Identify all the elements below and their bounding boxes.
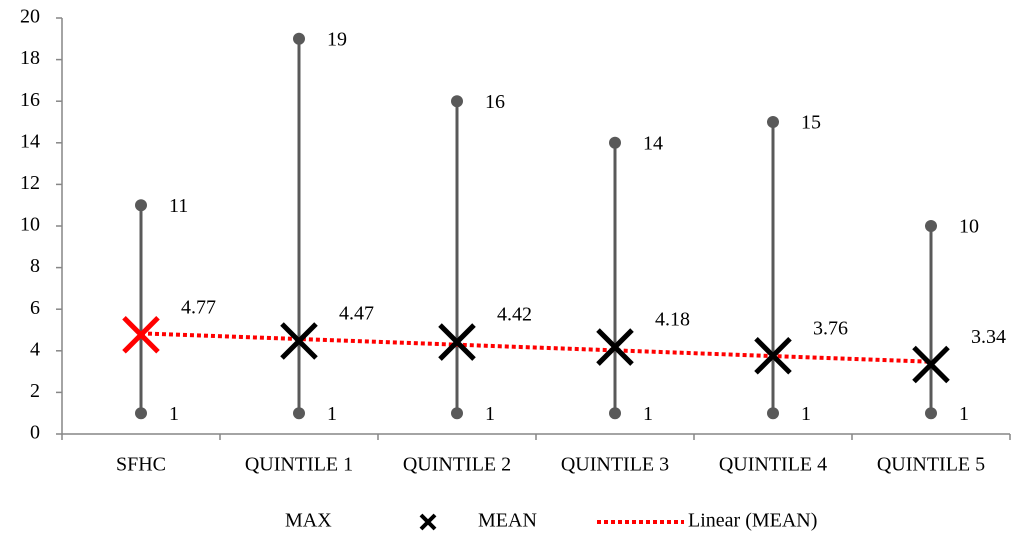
x-tick-label: QUINTILE 5 (877, 454, 985, 476)
mean-label: 4.77 (181, 296, 216, 318)
legend-label: Linear (MEAN) (688, 510, 817, 532)
min-label: 1 (327, 403, 337, 425)
trendline (140, 331, 932, 364)
x-tick-label: QUINTILE 3 (561, 454, 669, 476)
max-marker (925, 220, 937, 232)
y-tick-label: 0 (30, 422, 40, 444)
max-marker (135, 199, 147, 212)
y-tick-label: 18 (20, 47, 40, 69)
max-marker (293, 32, 305, 45)
mean-marker (596, 328, 634, 366)
y-tick-label: 8 (30, 255, 40, 277)
min-label: 1 (485, 403, 495, 425)
max-label: 16 (485, 91, 505, 113)
legend-label: MEAN (478, 510, 537, 532)
y-tick-label: 2 (30, 380, 40, 402)
mean-label: 4.42 (497, 304, 532, 326)
y-tick-label: 4 (30, 338, 40, 360)
max-marker (451, 95, 463, 108)
max-label: 15 (801, 112, 821, 134)
legend-marker (419, 513, 437, 531)
mean-label: 3.76 (813, 317, 848, 339)
mean-marker (122, 316, 160, 354)
min-marker (609, 407, 621, 420)
min-label: 1 (169, 403, 179, 425)
legend-label: MAX (285, 510, 332, 532)
max-label: 19 (327, 28, 347, 50)
min-label: 1 (801, 403, 811, 425)
min-label: 1 (959, 403, 969, 425)
max-label: 11 (169, 195, 188, 217)
max-marker (767, 116, 779, 128)
x-tick-label: SFHC (116, 454, 166, 476)
x-tick-label: QUINTILE 1 (245, 454, 353, 476)
min-marker (767, 407, 779, 420)
min-marker (451, 407, 463, 420)
y-tick-label: 20 (20, 6, 40, 28)
y-tick-label: 6 (30, 297, 40, 319)
mean-label: 4.18 (655, 309, 690, 331)
x-tick-label: QUINTILE 4 (719, 454, 827, 476)
max-label: 10 (959, 216, 979, 238)
mean-marker (754, 337, 792, 375)
x-tick-label: QUINTILE 2 (403, 454, 511, 476)
mean-marker (438, 323, 476, 361)
mean-label: 3.34 (971, 326, 1006, 348)
min-marker (925, 407, 937, 420)
mean-marker (280, 322, 318, 360)
y-tick-label: 12 (20, 172, 40, 194)
min-label: 1 (643, 403, 653, 425)
mean-label: 4.47 (339, 303, 374, 325)
max-marker (609, 136, 621, 149)
min-marker (293, 407, 305, 420)
min-marker (135, 407, 147, 420)
mean-marker (912, 345, 950, 384)
y-tick-label: 14 (20, 130, 40, 152)
max-label: 14 (643, 132, 663, 154)
y-tick-label: 16 (20, 89, 40, 111)
y-tick-label: 10 (20, 214, 40, 236)
